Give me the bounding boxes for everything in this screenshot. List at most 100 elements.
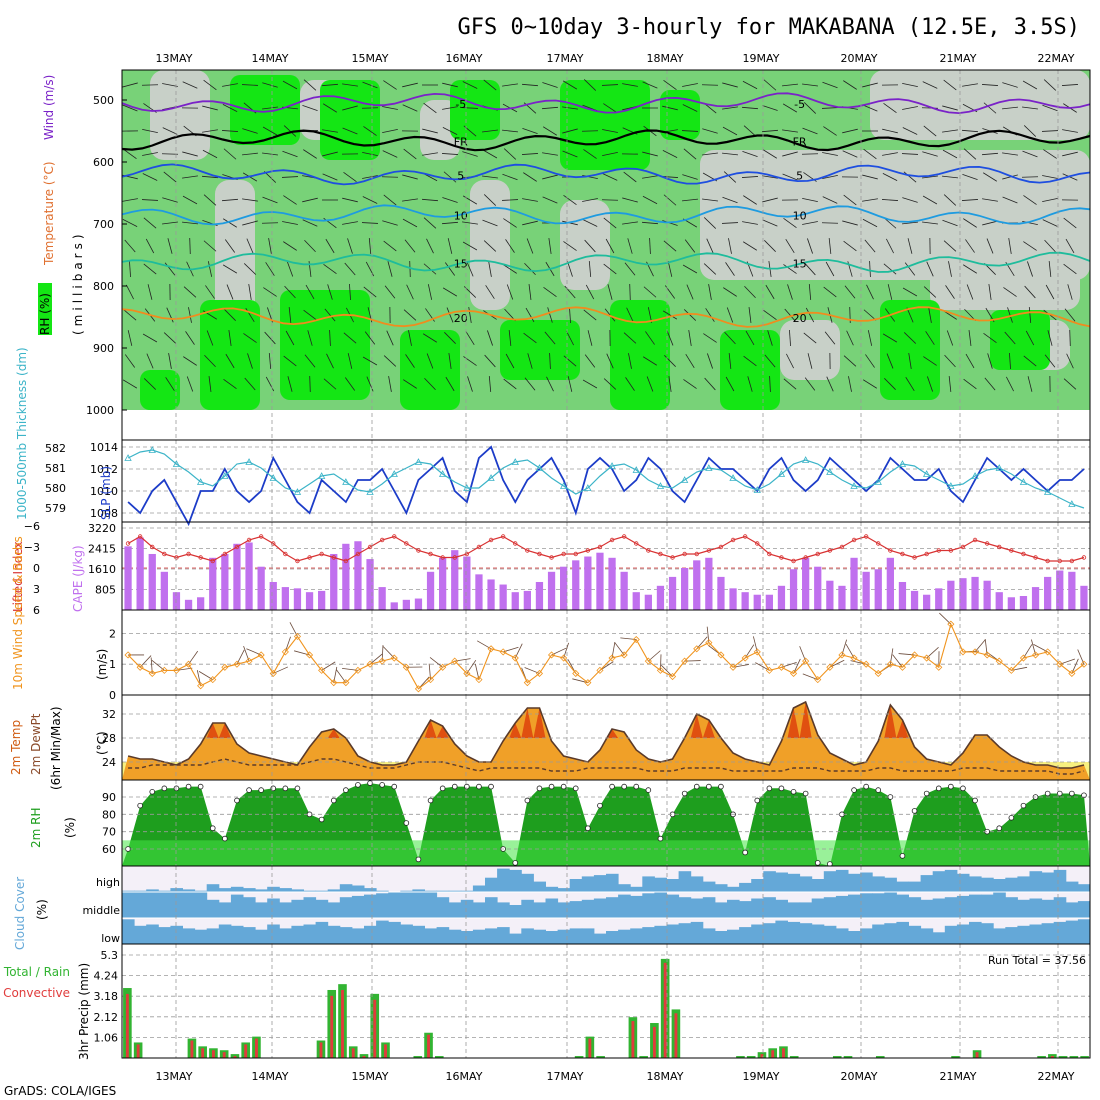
wind-barb <box>881 199 899 201</box>
lifted-index-point <box>525 548 530 553</box>
thickness-point <box>317 472 326 479</box>
wind-barb <box>923 125 937 137</box>
cape-tick-label: 805 <box>95 584 116 597</box>
wind-barb <box>183 356 197 366</box>
wind-barb <box>163 332 177 344</box>
lifted-index-point <box>343 558 349 564</box>
wind-barb <box>907 238 913 254</box>
lifted-index-point <box>1009 548 1014 553</box>
wind-barb <box>423 217 437 229</box>
wind-speed-point <box>693 645 701 653</box>
wind-barb <box>581 130 599 132</box>
wind-barb <box>807 238 813 254</box>
wind-barb-10m <box>660 664 673 677</box>
wind-barb <box>123 309 137 321</box>
cape-bar <box>487 579 495 610</box>
wind-barb <box>361 107 379 109</box>
precip-conv-bar <box>190 1040 194 1058</box>
wind-barb <box>804 377 816 391</box>
wind-barb <box>882 152 898 156</box>
cloud-high-cell <box>618 884 631 892</box>
wind-barb <box>409 260 411 278</box>
lifted-index-point <box>416 548 421 553</box>
cloud-middle-cell <box>388 892 401 918</box>
lifted-index-point <box>1081 555 1087 560</box>
rh-moist-patch <box>280 290 370 400</box>
wind-barb <box>223 378 237 390</box>
cloud-middle-cell <box>1053 897 1067 918</box>
cloud-high-cell <box>206 884 220 892</box>
wind-speed-point <box>765 666 773 674</box>
cloud-low-cell <box>606 931 619 944</box>
date-label-bottom: 17MAY <box>547 1070 584 1083</box>
cape-bar <box>221 553 229 610</box>
thickness-point <box>463 484 471 491</box>
wind-barb <box>1042 104 1058 112</box>
thickness-point <box>680 476 689 483</box>
wind-barb <box>527 353 533 369</box>
rh-point <box>294 785 301 792</box>
wind-barb <box>443 171 457 183</box>
cloud-high-cell <box>944 869 958 892</box>
wind-speed-point <box>802 657 810 665</box>
rh-point <box>875 787 882 793</box>
date-label-bottom: 18MAY <box>647 1070 684 1083</box>
cloud-high-cell <box>714 884 728 892</box>
wind-barb <box>603 378 617 390</box>
slp-series-line <box>127 445 1085 527</box>
wind-barb <box>523 332 537 344</box>
lifted-index-point <box>609 537 615 543</box>
lifted-index-point <box>331 555 336 560</box>
cloud-high-cell <box>279 888 292 892</box>
wind-barb <box>562 80 578 90</box>
cloud-middle-cell <box>848 894 861 918</box>
cape-bar <box>402 599 410 610</box>
wind-barb <box>787 284 793 300</box>
rh-point <box>742 849 748 856</box>
precip-conv-bar <box>663 962 667 1058</box>
cloud-high-cell <box>1065 881 1079 892</box>
wind-barb <box>304 239 316 253</box>
cloud-middle-cell <box>170 892 183 918</box>
wind-speed-point <box>487 645 495 653</box>
rh-point <box>693 783 700 790</box>
cape-bar <box>330 553 338 610</box>
wind-barb <box>865 354 875 368</box>
cape-bar <box>971 576 979 610</box>
cape-bar <box>656 585 665 610</box>
rh-point <box>802 790 809 797</box>
wind-barb <box>203 240 217 252</box>
cloud-middle-cell <box>472 902 486 918</box>
cloud-high-cell <box>981 877 994 892</box>
cape-bar <box>632 592 640 610</box>
cape-bar <box>729 588 737 610</box>
wind-barb <box>403 148 417 160</box>
cloud-middle-cell <box>606 897 619 918</box>
wind-barb <box>142 173 158 181</box>
wind-barb <box>963 218 977 228</box>
wind-barb <box>408 330 412 346</box>
wind-barb <box>522 220 538 226</box>
cloud-middle-cell <box>920 899 934 918</box>
wind-barb <box>945 285 955 299</box>
wind-barb-10m <box>369 653 383 665</box>
li-tick-label: −6 <box>24 520 40 533</box>
cloud-high-cell <box>727 886 740 892</box>
rh-moist-patch <box>880 300 940 400</box>
wind-barb <box>782 151 798 157</box>
wind-barb <box>302 105 318 111</box>
wind-barb <box>503 378 517 390</box>
wind-barb <box>1022 150 1038 158</box>
wind-speed-point <box>305 651 314 659</box>
wind-barb <box>487 330 493 346</box>
pressure-tick-label: 600 <box>93 156 114 169</box>
date-label-top: 17MAY <box>547 52 584 65</box>
cape-bar <box>511 592 519 610</box>
wind-barb <box>285 330 295 346</box>
cloud-low-cell <box>545 931 559 944</box>
cloud-low-cell <box>436 927 450 944</box>
wind-barb <box>442 106 458 110</box>
wind-barb <box>983 102 997 114</box>
wind-barb <box>322 151 338 157</box>
wind-barb <box>643 286 657 298</box>
